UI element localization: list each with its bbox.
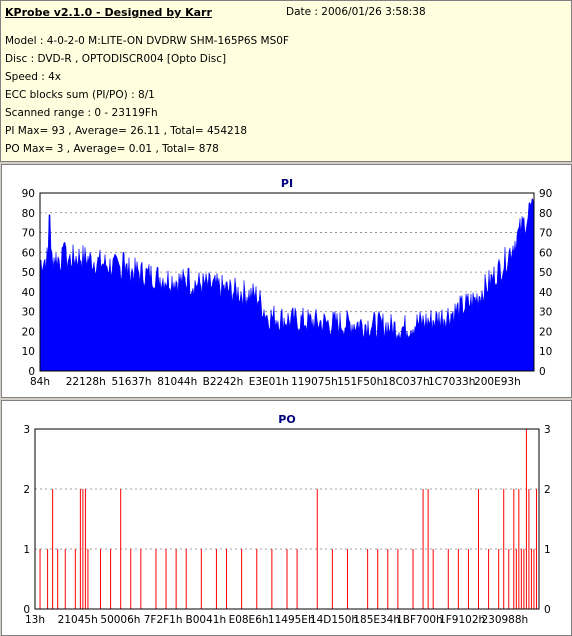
po-y-tick-label: 3 — [23, 424, 30, 436]
pi-y-tick-label: 60 — [22, 247, 35, 259]
po-x-tick-label: 11495Eh — [268, 614, 315, 626]
pi-y-tick-label-right: 20 — [539, 326, 552, 338]
po-title: PO — [278, 413, 295, 426]
po-x-tick-label: 21045h — [58, 614, 98, 626]
pi-x-tick-label: 22128h — [66, 376, 106, 388]
pi-y-tick-label: 50 — [22, 267, 35, 279]
pi-y-tick-label: 30 — [22, 307, 35, 319]
pi-x-tick-label: 151F50h — [337, 376, 383, 388]
pi-y-tick-label: 20 — [22, 326, 35, 338]
pi-chart-panel: PI 0 0 10 10 20 20 30 30 40 40 50 50 60 60 70 70 80 80 90 90… — [1, 164, 572, 398]
po-y-tick-label-right: 0 — [544, 604, 551, 616]
po-x-tick-label: 185E34h — [353, 614, 400, 626]
po-y-tick-label-right: 1 — [544, 544, 551, 556]
po-y-tick-label: 1 — [23, 544, 30, 556]
pi-y-tick-label: 80 — [22, 208, 35, 220]
po-x-tick-label: E08E6h — [229, 614, 269, 626]
app-title: KProbe v2.1.0 - Designed by Karr — [5, 6, 212, 19]
pi-y-tick-label-right: 90 — [539, 188, 552, 200]
pi-y-tick-label: 10 — [22, 346, 35, 358]
disc-line: Disc : DVD-R , OPTODISCR004 [Opto Disc] — [5, 53, 227, 65]
pi-y-tick-label: 90 — [22, 188, 35, 200]
po-y-tick-label-right: 2 — [544, 484, 551, 496]
po-x-tick-label: B0041h — [186, 614, 227, 626]
pi-y-tick-label: 70 — [22, 228, 35, 240]
pi-chart: PI 0 0 10 10 20 20 30 30 40 40 50 50 60 60 70 70 80 80 90 90… — [22, 177, 553, 388]
pi-y-tick-label-right: 0 — [539, 366, 546, 378]
pi-summary-line: PI Max= 93 , Average= 26.11 , Total= 454… — [5, 125, 248, 137]
po-y-tick-label-right: 3 — [544, 424, 551, 436]
po-y-tick-label: 0 — [23, 604, 30, 616]
pi-y-tick-label-right: 70 — [539, 228, 552, 240]
pi-x-tick-label: 119075h — [291, 376, 338, 388]
pi-y-tick-label-right: 50 — [539, 267, 552, 279]
pi-y-tick-label: 40 — [22, 287, 35, 299]
po-chart: PO 0 0 1 1 2 2 3 3 13h 21045h 50006h 7F2F1h B0041h E08… — [23, 413, 551, 626]
po-x-tick-label: 230988h — [481, 614, 528, 626]
po-x-tick-label: 1BF700h — [396, 614, 443, 626]
po-y-tick-label: 2 — [23, 484, 30, 496]
pi-y-tick-label: 0 — [28, 366, 35, 378]
pi-y-tick-label-right: 10 — [539, 346, 552, 358]
pi-y-tick-label-right: 80 — [539, 208, 552, 220]
pi-x-tick-label: 200E93h — [474, 376, 521, 388]
pi-x-tick-label: 84h — [30, 376, 50, 388]
pi-x-tick-label: 1C7033h — [428, 376, 475, 388]
pi-x-tick-label: B2242h — [203, 376, 244, 388]
po-x-tick-label: 1F9102h — [439, 614, 485, 626]
pi-x-tick-label: 51637h — [111, 376, 151, 388]
pi-x-tick-label: 81044h — [157, 376, 197, 388]
po-plot-border — [34, 428, 540, 610]
po-x-tick-label: 13h — [25, 614, 45, 626]
po-chart-panel: PO 0 0 1 1 2 2 3 3 13h 21045h 50006h 7F2F1h B0041h E08… — [1, 400, 572, 636]
model-line: Model : 4-0-2-0 M:LITE-ON DVDRW SHM-165P… — [5, 35, 289, 47]
po-x-tick-label: 14D150h — [310, 614, 358, 626]
po-x-tick-label: 50006h — [100, 614, 140, 626]
pi-y-tick-label-right: 30 — [539, 307, 552, 319]
pi-series-area — [39, 198, 535, 372]
scan-date: Date : 2006/01/26 3:58:38 — [286, 6, 426, 18]
pi-y-tick-label-right: 60 — [539, 247, 552, 259]
ecc-line: ECC blocks sum (PI/PO) : 8/1 — [5, 89, 155, 101]
pi-x-tick-label: 18C037h — [382, 376, 429, 388]
po-x-tick-label: 7F2F1h — [144, 614, 183, 626]
info-panel: KProbe v2.1.0 - Designed by Karr Date : … — [0, 0, 572, 162]
pi-title: PI — [281, 177, 293, 190]
pi-y-tick-label-right: 40 — [539, 287, 552, 299]
range-line: Scanned range : 0 - 23119Fh — [5, 107, 158, 119]
pi-plot-border — [39, 192, 535, 372]
pi-x-tick-label: E3E01h — [249, 376, 289, 388]
po-summary-line: PO Max= 3 , Average= 0.01 , Total= 878 — [5, 143, 219, 155]
speed-line: Speed : 4x — [5, 71, 62, 83]
